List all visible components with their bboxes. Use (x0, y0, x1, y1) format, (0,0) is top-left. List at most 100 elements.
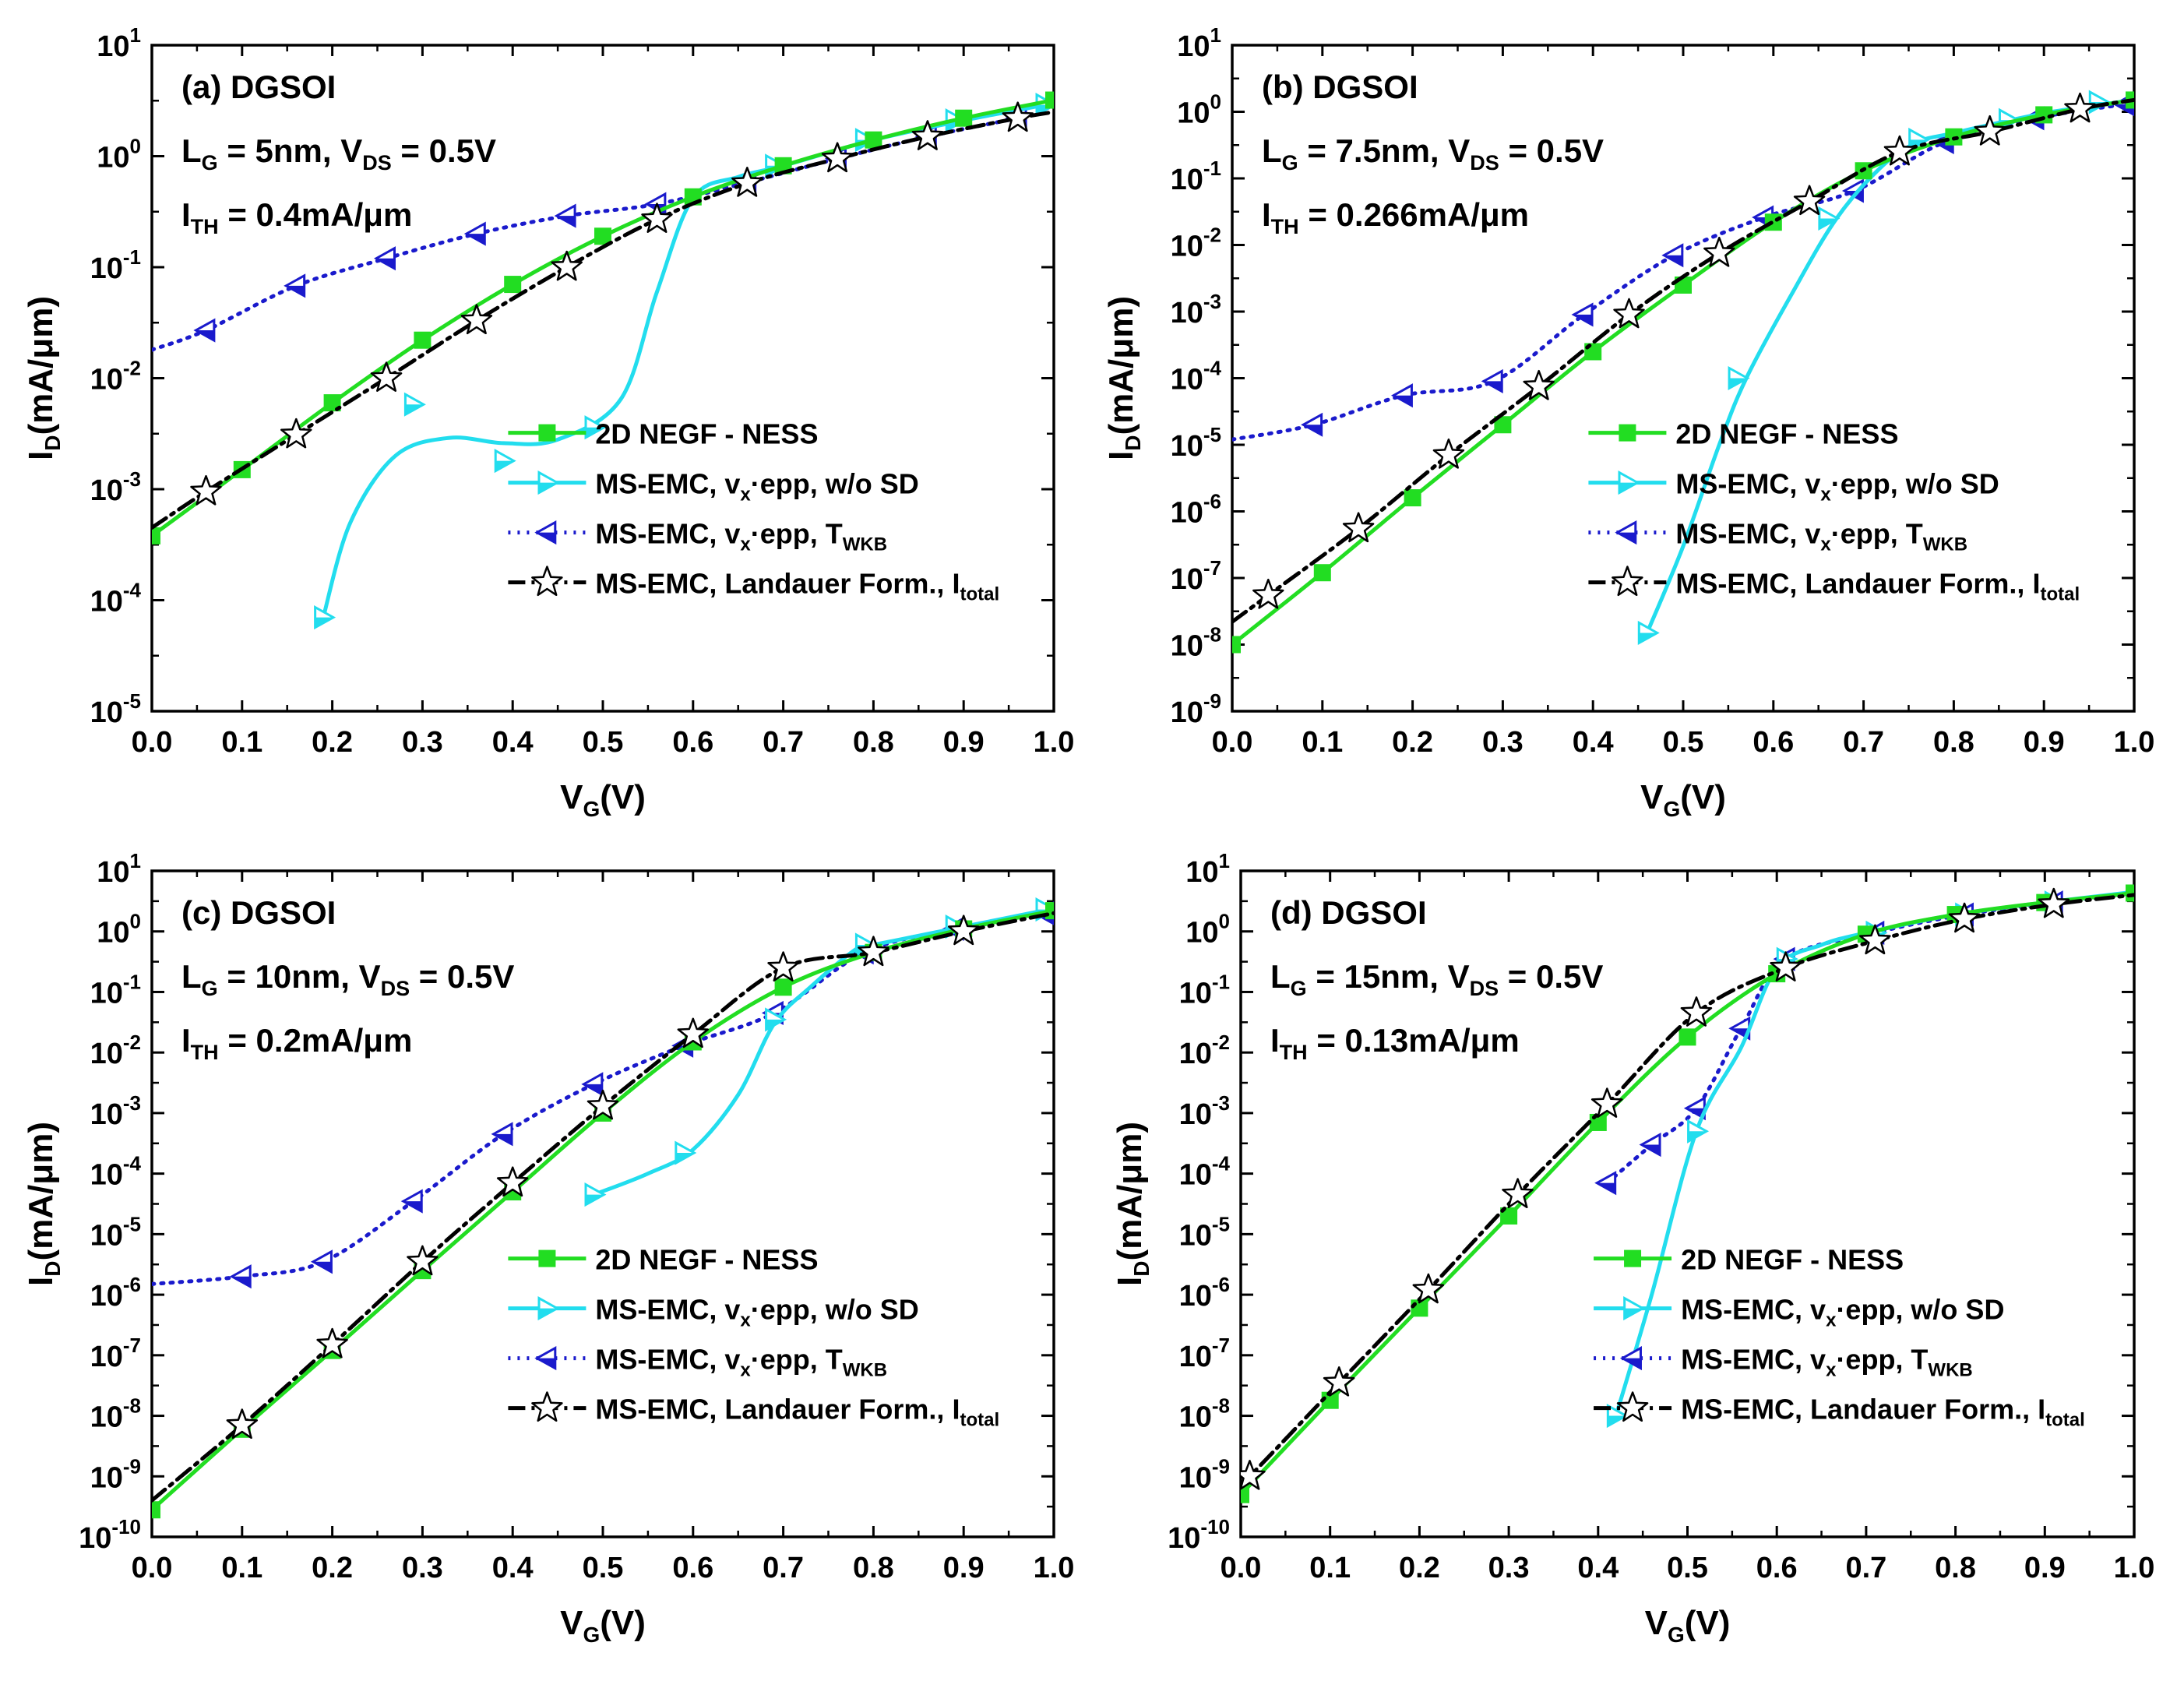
legend-text: MS-EMC, v (1681, 1294, 1826, 1326)
series-line-nosd (591, 906, 1054, 1197)
legend-marker-nosd-fill (1619, 482, 1638, 493)
marker-negf (1500, 1207, 1518, 1225)
marker-negf (774, 978, 792, 996)
legend-sub: x (1826, 1310, 1837, 1331)
y-tick-exponent: -2 (123, 357, 141, 380)
annotation-lg-sub: G (202, 151, 218, 174)
y-tick-label: 10-4 (90, 579, 142, 618)
x-label-rest: (V) (600, 1604, 646, 1642)
x-label-sub: G (583, 1623, 600, 1647)
y-tick-label: 100 (1177, 90, 1221, 130)
y-label-rest: (mA/μm) (22, 296, 60, 435)
marker-land (1770, 951, 1802, 981)
marker-negf (414, 331, 432, 349)
x-tick-label: 0.9 (943, 726, 985, 759)
legend-label-land: MS-EMC, Landauer Form., Itotal (595, 568, 999, 605)
y-tick-exponent: -1 (123, 970, 141, 993)
x-tick-label: 0.0 (1212, 726, 1253, 759)
y-tick-base: 10 (1177, 97, 1210, 130)
y-tick-exponent: -6 (1212, 1273, 1230, 1296)
legend-rest: ·epp, w/o SD (751, 468, 919, 500)
legend-label-negf: 2D NEGF - NESS (595, 418, 818, 450)
legend-text: 2D NEGF - NESS (1681, 1244, 1904, 1276)
marker-wkb-fill (1483, 381, 1502, 392)
annotation-ith: ITH = 0.4mA/μm (181, 196, 412, 238)
series-line-nosd (1645, 97, 2134, 635)
series-group (1232, 90, 2134, 654)
marker-negf (152, 527, 160, 544)
marker-land (1680, 996, 1713, 1027)
y-tick-label: 10-4 (1179, 1152, 1231, 1192)
y-tick-label: 101 (97, 23, 141, 63)
x-tick-label: 0.6 (1752, 726, 1794, 759)
marker-negf (1764, 213, 1782, 231)
y-tick-base: 10 (90, 696, 123, 729)
marker-negf (152, 1501, 160, 1519)
x-tick-label: 0.9 (2024, 1552, 2066, 1584)
y-tick-exponent: -9 (1203, 689, 1221, 713)
marker-land (587, 1089, 619, 1120)
y-tick-base: 10 (1179, 1219, 1212, 1252)
legend-sub: x (740, 1310, 751, 1331)
y-tick-label: 10-10 (79, 1515, 141, 1555)
legend-text: 2D NEGF - NESS (595, 1244, 818, 1276)
marker-land (677, 1017, 710, 1048)
marker-land (641, 203, 673, 233)
y-tick-base: 10 (1185, 917, 1218, 950)
marker-wkb-fill (286, 285, 305, 296)
y-tick-base: 10 (1171, 364, 1203, 396)
annotation-lg-vds: LG = 5nm, VDS = 0.5V (181, 132, 496, 174)
legend-label-negf: 2D NEGF - NESS (1681, 1244, 1904, 1276)
legend-marker-land (1616, 1391, 1649, 1422)
marker-land (858, 936, 889, 967)
annotation-lg-sub: G (202, 977, 218, 1000)
y-tick-exponent: -2 (1212, 1031, 1230, 1054)
legend-marker-wkb-fill (1617, 532, 1636, 543)
annotation-ith-rest: = 0.13mA/μm (1308, 1022, 1520, 1059)
x-tick-label: 0.2 (312, 726, 353, 759)
y-tick-base: 10 (90, 977, 123, 1010)
legend-label-wkb: MS-EMC, vx·epp, TWKB (595, 518, 887, 555)
y-tick-exponent: -5 (1212, 1212, 1230, 1235)
legend-text: MS-EMC, Landauer Form., I (1675, 568, 2040, 600)
marker-wkb-fill (196, 330, 214, 341)
x-tick-label: 0.6 (672, 726, 713, 759)
y-tick-label: 10-7 (90, 1334, 141, 1373)
legend-marker-negf (538, 424, 556, 442)
legend-sub2: WKB (843, 1360, 887, 1381)
marker-negf (1404, 489, 1421, 507)
marker-negf (865, 131, 882, 149)
marker-land (1590, 1087, 1623, 1118)
y-label-main: I (1102, 451, 1140, 460)
y-tick-base: 10 (1179, 1461, 1212, 1494)
x-tick-label: 0.3 (402, 726, 443, 759)
marker-nosd-fill (1608, 1415, 1626, 1426)
y-tick-exponent: -7 (1203, 556, 1221, 580)
y-tick-label: 10-8 (1171, 623, 1221, 663)
annotation-vds-sub: DS (362, 151, 392, 174)
x-tick-label: 0.9 (943, 1552, 985, 1584)
y-tick-exponent: -4 (123, 579, 142, 602)
legend-label-land: MS-EMC, Landauer Form., Itotal (595, 1394, 999, 1431)
x-tick-label: 0.4 (492, 726, 534, 759)
x-tick-label: 0.5 (1663, 726, 1704, 759)
y-tick-exponent: 1 (130, 23, 141, 47)
annotation-lg-main: L (181, 132, 202, 169)
y-tick-label: 10-2 (90, 1031, 141, 1070)
y-tick-exponent: -6 (1203, 490, 1221, 513)
chart-panel-d: 0.0 0.1 0.2 0.3 0.4 0.5 0.6 0.7 0.8 0.9 1.010-1010… (1111, 849, 2154, 1647)
y-tick-exponent: -5 (123, 1212, 141, 1235)
y-label-sub: D (41, 1261, 65, 1277)
marker-negf (955, 109, 973, 127)
y-tick-label: 10-5 (90, 689, 141, 729)
y-tick-base: 10 (97, 917, 129, 950)
marker-wkb-fill (1686, 1108, 1705, 1119)
marker-negf (1241, 1485, 1249, 1503)
y-tick-exponent: -2 (123, 1031, 141, 1054)
series-line-negf (1232, 97, 2134, 647)
legend-sub: x (740, 485, 751, 506)
annotation-vds-rest: = 0.5V (1499, 958, 1603, 995)
marker-land (226, 1408, 259, 1440)
annotation-lg-vds: LG = 10nm, VDS = 0.5V (181, 958, 514, 1000)
